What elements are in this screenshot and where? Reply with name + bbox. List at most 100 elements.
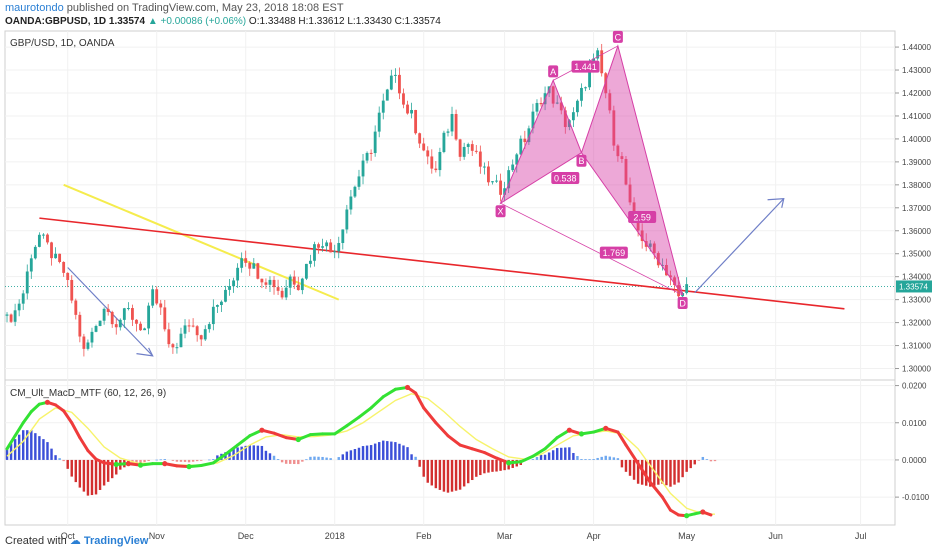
candle-body bbox=[365, 152, 369, 161]
macd-histogram-bar bbox=[446, 459, 450, 493]
candle bbox=[284, 279, 288, 301]
macd-histogram-bar bbox=[208, 459, 211, 461]
candle-body bbox=[640, 230, 644, 242]
candle-body bbox=[179, 333, 183, 348]
macd-histogram-bar bbox=[458, 459, 462, 490]
macd-line-segment bbox=[5, 434, 17, 451]
macd-histogram-bar bbox=[596, 457, 599, 460]
pattern-point-marker bbox=[495, 205, 506, 218]
candle bbox=[70, 275, 74, 304]
candle bbox=[329, 238, 333, 253]
macd-histogram-bar bbox=[572, 452, 575, 460]
main-pane-title: GBP/USD, 1D, OANDA bbox=[10, 38, 115, 49]
macd-y-tick-label: 0.0000 bbox=[902, 456, 927, 465]
macd-line-segment bbox=[636, 462, 652, 484]
y-tick-label: 1.34000 bbox=[902, 273, 931, 282]
macd-turn-dot bbox=[113, 461, 119, 467]
candle-body bbox=[163, 307, 167, 330]
macd-histogram-bar bbox=[499, 459, 502, 471]
candle-body bbox=[313, 244, 316, 261]
pattern-ratio-box bbox=[599, 246, 628, 259]
candle-body bbox=[155, 289, 159, 304]
macd-line-segment bbox=[86, 449, 98, 461]
pattern-xab-triangle bbox=[499, 79, 583, 205]
macd-histogram-bar bbox=[244, 445, 247, 460]
candle-body bbox=[114, 324, 118, 328]
candle-body bbox=[422, 143, 426, 151]
candle-body bbox=[300, 278, 304, 291]
candle-body bbox=[353, 186, 357, 197]
x-tick-label: Apr bbox=[587, 531, 601, 541]
candle bbox=[446, 128, 450, 137]
candle-body bbox=[187, 325, 191, 327]
candle bbox=[300, 277, 304, 295]
candle bbox=[276, 279, 280, 296]
macd-histogram-bar bbox=[386, 441, 389, 460]
macd-line-segment bbox=[519, 454, 535, 464]
candle bbox=[33, 245, 37, 260]
candle bbox=[369, 149, 373, 161]
macd-histogram-bar bbox=[329, 458, 332, 460]
tradingview-link[interactable]: TradingView bbox=[83, 535, 149, 547]
candle-body bbox=[46, 234, 49, 243]
macd-histogram-bar bbox=[705, 459, 709, 460]
candle bbox=[163, 299, 167, 332]
candle-body bbox=[228, 286, 231, 290]
candle bbox=[248, 261, 252, 276]
candle-body bbox=[147, 305, 151, 329]
candle bbox=[86, 339, 90, 351]
blue-arrow-up-head bbox=[767, 197, 785, 208]
macd-histogram-bar bbox=[677, 459, 680, 483]
candle bbox=[660, 258, 664, 271]
pattern-point-label: A bbox=[550, 67, 556, 77]
pattern-point-marker bbox=[548, 65, 559, 78]
candle-body bbox=[50, 242, 53, 259]
macd-histogram-bar bbox=[232, 448, 235, 460]
y-tick-label: 1.35000 bbox=[902, 250, 931, 259]
candle-body bbox=[284, 287, 288, 298]
macd-histogram-bar bbox=[471, 459, 474, 481]
macd-histogram-bar bbox=[357, 447, 361, 460]
candle bbox=[280, 287, 284, 300]
macd-histogram-bar bbox=[313, 456, 316, 460]
candle-body bbox=[503, 188, 507, 195]
candle-body bbox=[474, 150, 478, 152]
macd-histogram-bar bbox=[495, 459, 498, 472]
candle-body bbox=[86, 342, 90, 349]
candle bbox=[519, 135, 523, 156]
candle bbox=[126, 302, 130, 311]
macd-histogram-bar bbox=[34, 433, 37, 460]
candle-body bbox=[580, 87, 583, 101]
macd-histogram-bar bbox=[434, 459, 438, 489]
macd-histogram-bar bbox=[301, 459, 304, 462]
macd-histogram-bar bbox=[21, 430, 25, 460]
macd-histogram-bar bbox=[713, 459, 717, 462]
pattern-point-marker bbox=[576, 154, 587, 167]
macd-histogram-bar bbox=[657, 459, 660, 485]
ohlc-close: C:1.33574 bbox=[394, 16, 441, 27]
candle bbox=[317, 242, 320, 254]
candle bbox=[37, 232, 41, 248]
macd-histogram-bar bbox=[252, 445, 256, 460]
candle-body bbox=[280, 290, 284, 298]
macd-line-segment bbox=[62, 409, 74, 425]
macd-y-tick-label: 0.0200 bbox=[902, 382, 927, 391]
candle bbox=[46, 233, 49, 245]
candle-body bbox=[224, 289, 227, 302]
macd-line-segment bbox=[434, 421, 450, 438]
macd-histogram-bar bbox=[450, 459, 454, 492]
author-link[interactable]: maurotondo bbox=[5, 2, 64, 14]
candle bbox=[551, 85, 555, 108]
candle bbox=[228, 279, 231, 296]
candle-body bbox=[74, 300, 78, 315]
candle-body bbox=[495, 180, 498, 182]
candle bbox=[454, 109, 458, 141]
macd-histogram-bar bbox=[272, 455, 276, 460]
candle-body bbox=[559, 102, 563, 111]
candle-body bbox=[33, 246, 37, 259]
candle bbox=[418, 132, 422, 149]
macd-histogram-bar bbox=[17, 434, 21, 460]
macd-histogram-bar bbox=[159, 459, 162, 461]
candle-body bbox=[21, 293, 25, 304]
